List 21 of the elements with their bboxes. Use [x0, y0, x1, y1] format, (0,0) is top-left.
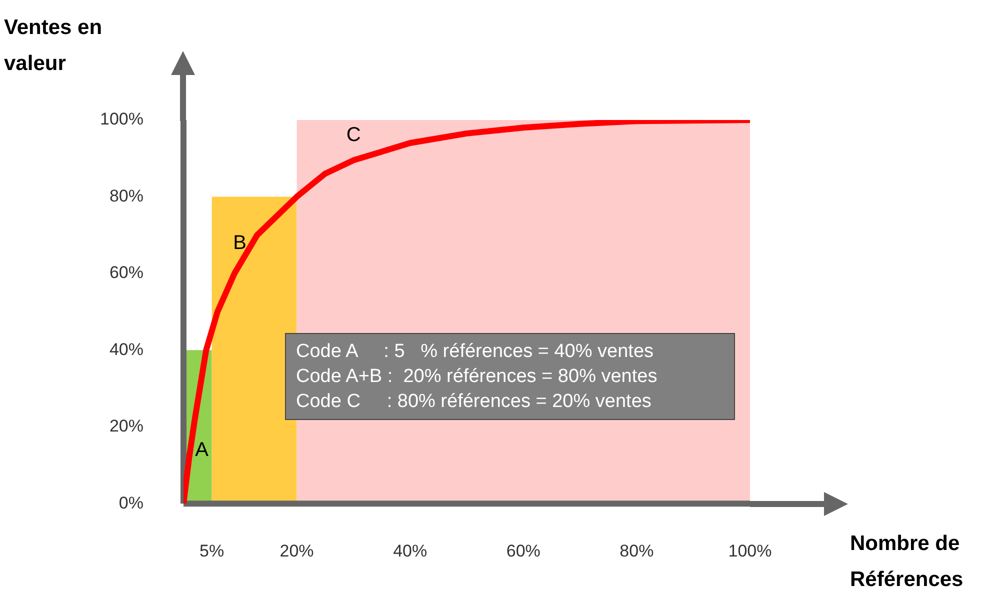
x-tick-label: 5%	[200, 541, 224, 560]
x-tick-label: 20%	[280, 541, 314, 560]
annotation: Code C : 80% références = 20% ventes	[296, 390, 652, 414]
y-tick-label: 0%	[118, 493, 144, 512]
annotation: C	[346, 124, 361, 146]
annotation: Code A : 5 % références = 40% ventes	[296, 340, 655, 364]
x-tick-label: 40%	[393, 541, 428, 560]
annotation: Code A+B : 20% références = 80% ventes	[296, 365, 658, 389]
x-tick-label: 100%	[728, 541, 772, 560]
y-tick-label: 20%	[109, 416, 144, 436]
y-tick-label: 100%	[100, 110, 144, 129]
annotation: B	[233, 232, 246, 254]
x-tick-label: 60%	[506, 541, 540, 560]
x-tick-label: 80%	[620, 541, 654, 560]
y-axis-title: Ventes en valeur	[4, 15, 104, 77]
y-tick-label: 60%	[109, 263, 144, 282]
y-tick-label: 80%	[109, 186, 144, 206]
y-tick-label: 40%	[109, 340, 144, 359]
note-box: Code A : 5 % références = 40% ventes Code A+B : 20% références = 80% ventes Code C : 80% références = 20% ventes	[285, 333, 735, 420]
annotation: A	[195, 438, 209, 461]
x-axis-title: Nombre de Références	[850, 531, 964, 593]
